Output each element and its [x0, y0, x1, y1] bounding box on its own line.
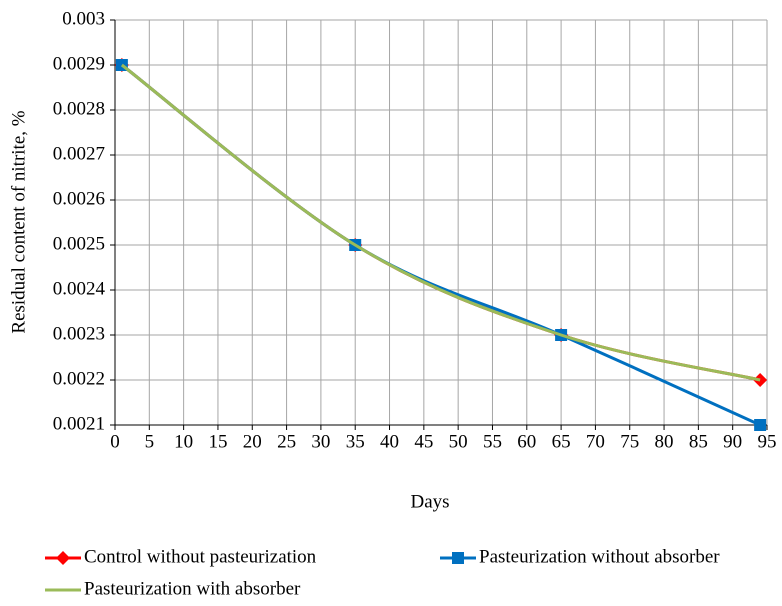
x-axis-label: Days [410, 491, 449, 512]
legend-label: Pasteurization without absorber [479, 546, 720, 567]
y-tick-label: 0.0023 [53, 323, 105, 344]
y-tick-label: 0.0024 [53, 278, 106, 299]
marker [452, 552, 464, 564]
y-tick-label: 0.0022 [53, 368, 105, 389]
legend-label: Control without pasteurization [84, 546, 317, 567]
x-tick-label: 50 [449, 431, 468, 452]
x-tick-label: 30 [311, 431, 330, 452]
x-tick-label: 45 [414, 431, 433, 452]
marker [754, 419, 767, 431]
x-tick-label: 80 [655, 431, 674, 452]
x-tick-label: 35 [346, 431, 365, 452]
x-tick-label: 20 [243, 431, 262, 452]
x-tick-label: 60 [517, 431, 536, 452]
x-tick-label: 15 [208, 431, 227, 452]
y-tick-label: 0.0028 [53, 98, 105, 119]
x-tick-label: 75 [620, 431, 639, 452]
x-tick-label: 55 [483, 431, 502, 452]
x-tick-label: 10 [174, 431, 193, 452]
x-tick-label: 70 [586, 431, 605, 452]
legend-label: Pasteurization with absorber [84, 578, 301, 599]
x-tick-label: 65 [552, 431, 571, 452]
x-tick-label: 85 [689, 431, 708, 452]
y-tick-label: 0.0027 [53, 143, 105, 164]
y-tick-label: 0.003 [62, 8, 105, 29]
y-tick-label: 0.0021 [53, 413, 105, 434]
y-axis-label: Residual content of nitrite, % [8, 110, 29, 333]
y-tick-label: 0.0025 [53, 233, 105, 254]
x-tick-label: 40 [380, 431, 399, 452]
x-tick-label: 25 [277, 431, 296, 452]
x-tick-label: 5 [145, 431, 155, 452]
x-tick-label: 90 [723, 431, 742, 452]
x-tick-label: 95 [758, 431, 777, 452]
y-tick-label: 0.0029 [53, 53, 105, 74]
x-tick-label: 0 [110, 431, 120, 452]
series-line [120, 63, 761, 382]
marker [56, 551, 70, 565]
y-tick-label: 0.0026 [53, 188, 105, 209]
